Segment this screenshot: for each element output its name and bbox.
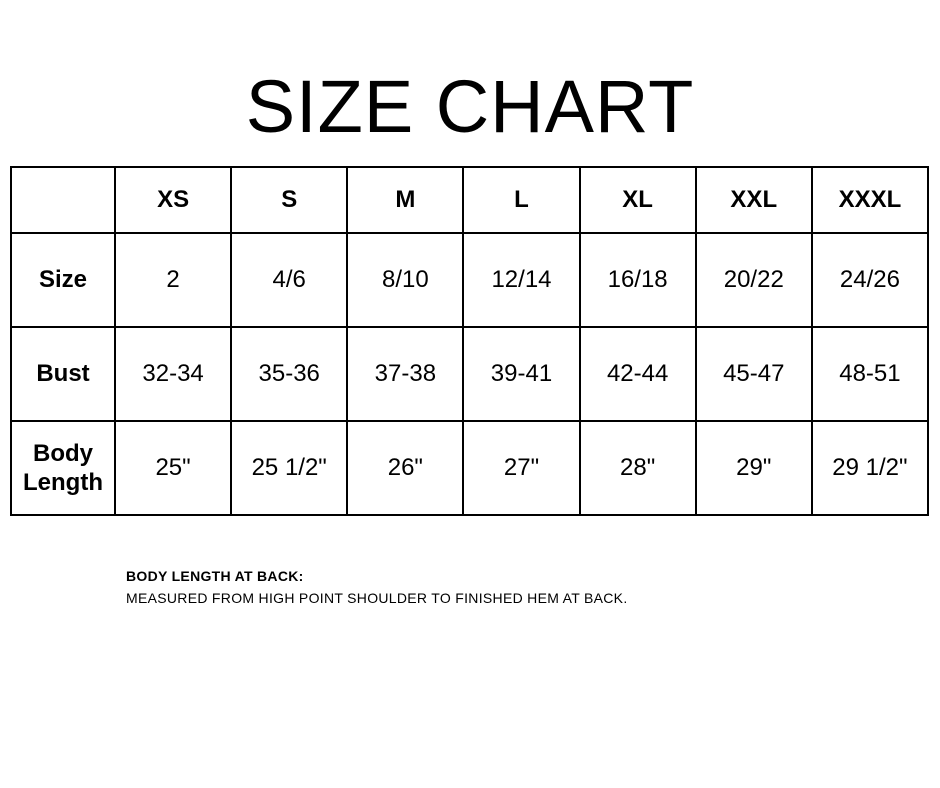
cell-body-length-xl: 28" bbox=[578, 420, 697, 516]
cell-body-length-xxxl: 29 1/2" bbox=[810, 420, 930, 516]
cell-bust-s: 35-36 bbox=[230, 326, 349, 422]
row-label-body-length: Body Length bbox=[10, 420, 116, 516]
cell-bust-xs: 32-34 bbox=[113, 326, 233, 422]
cell-body-length-m: 26" bbox=[346, 420, 465, 516]
footnote-text: MEASURED FROM HIGH POINT SHOULDER TO FIN… bbox=[126, 590, 628, 606]
cell-size-xxxl: 24/26 bbox=[810, 232, 930, 328]
table-row-bust: Bust 32-34 35-36 37-38 39-41 42-44 45-47… bbox=[10, 326, 930, 422]
cell-body-length-xs: 25" bbox=[113, 420, 233, 516]
column-header-xs: XS bbox=[113, 166, 233, 234]
size-chart-table: XS S M L XL XXL XXXL Size 2 4/6 8/10 12/… bbox=[10, 166, 930, 516]
cell-bust-m: 37-38 bbox=[346, 326, 465, 422]
column-header-xl: XL bbox=[578, 166, 697, 234]
cell-size-xl: 16/18 bbox=[578, 232, 697, 328]
row-label-size: Size bbox=[10, 232, 116, 328]
cell-body-length-s: 25 1/2" bbox=[230, 420, 349, 516]
column-header-m: M bbox=[346, 166, 465, 234]
column-header-l: L bbox=[462, 166, 581, 234]
footnote-heading: BODY LENGTH AT BACK: bbox=[126, 568, 304, 584]
cell-body-length-xxl: 29" bbox=[694, 420, 813, 516]
column-header-s: S bbox=[230, 166, 349, 234]
cell-bust-l: 39-41 bbox=[462, 326, 581, 422]
table-row-body-length: Body Length 25" 25 1/2" 26" 27" 28" 29" … bbox=[10, 420, 930, 516]
row-label-bust: Bust bbox=[10, 326, 116, 422]
column-header-xxl: XXL bbox=[694, 166, 813, 234]
table-header-row: XS S M L XL XXL XXXL bbox=[10, 166, 930, 234]
cell-size-xxl: 20/22 bbox=[694, 232, 813, 328]
footnote: BODY LENGTH AT BACK: MEASURED FROM HIGH … bbox=[126, 565, 628, 609]
cell-bust-xxl: 45-47 bbox=[694, 326, 813, 422]
cell-size-l: 12/14 bbox=[462, 232, 581, 328]
column-header-xxxl: XXXL bbox=[810, 166, 930, 234]
cell-size-m: 8/10 bbox=[346, 232, 465, 328]
cell-size-xs: 2 bbox=[113, 232, 233, 328]
corner-cell bbox=[10, 166, 116, 234]
cell-bust-xl: 42-44 bbox=[578, 326, 697, 422]
cell-size-s: 4/6 bbox=[230, 232, 349, 328]
table-row-size: Size 2 4/6 8/10 12/14 16/18 20/22 24/26 bbox=[10, 232, 930, 328]
cell-bust-xxxl: 48-51 bbox=[810, 326, 930, 422]
page-title: SIZE CHART bbox=[245, 65, 695, 148]
cell-body-length-l: 27" bbox=[462, 420, 581, 516]
